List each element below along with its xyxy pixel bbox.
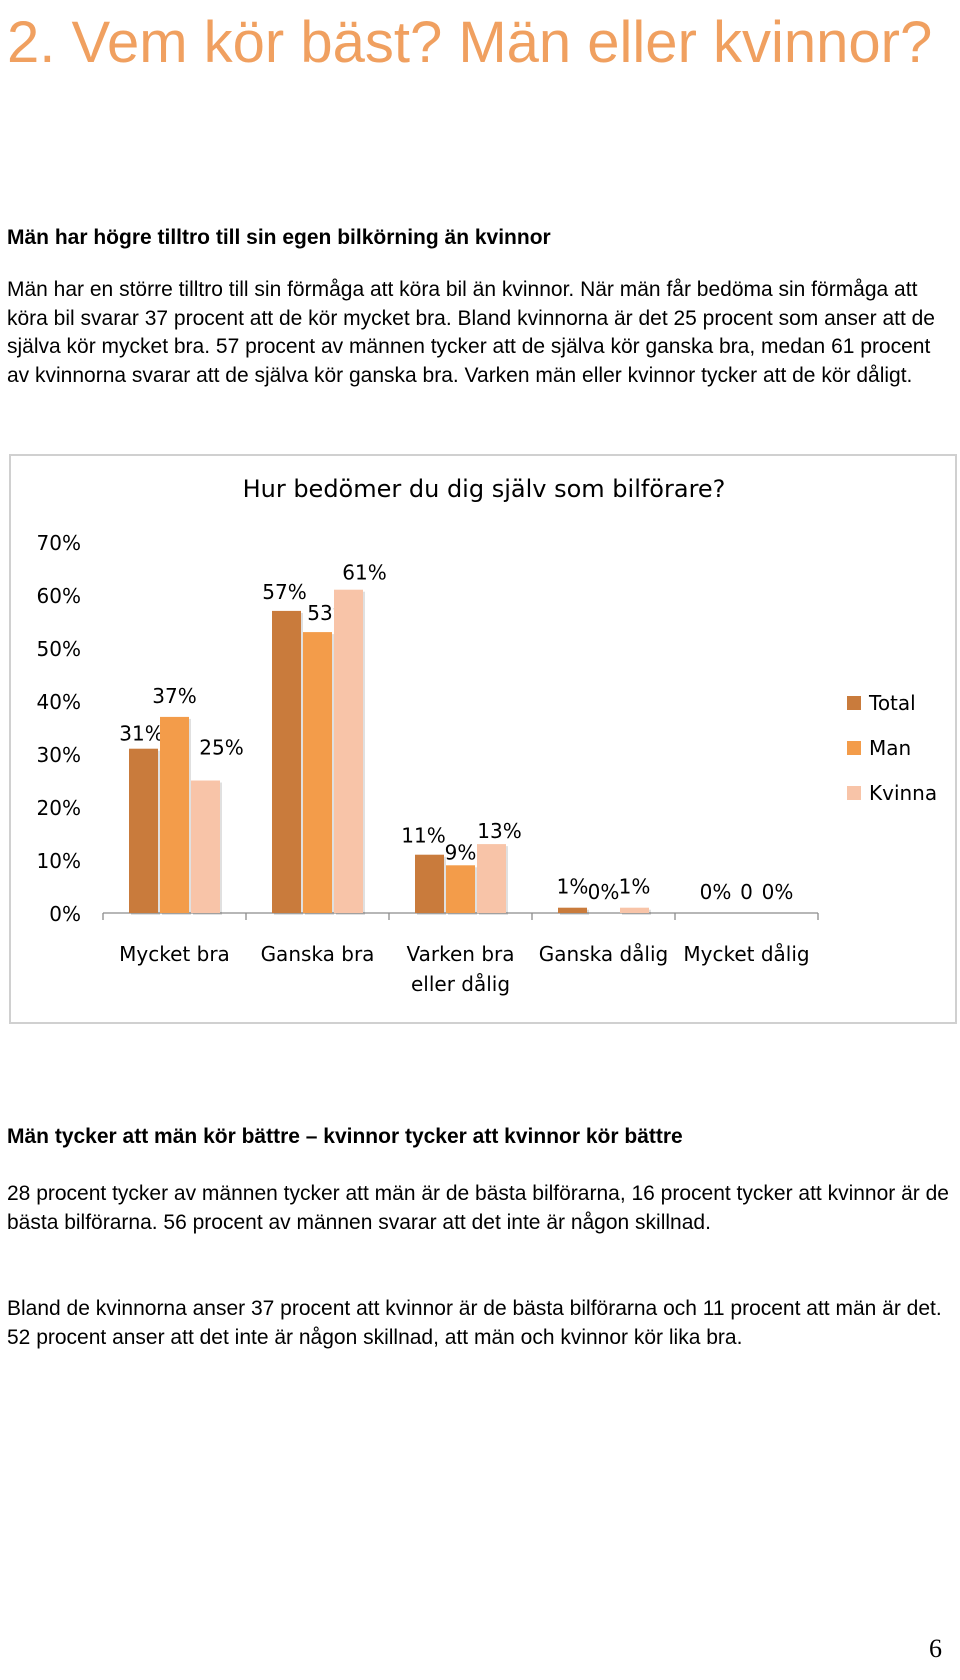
data-label: 13% [477, 819, 521, 843]
x-category-label: Ganska bra [261, 942, 375, 966]
x-category-label: Mycket dålig [683, 942, 809, 966]
legend-label: Kvinna [869, 781, 937, 805]
legend-label: Man [869, 736, 911, 760]
x-category-label: Varken bra eller dålig [407, 942, 515, 996]
x-category-label: Ganska dålig [539, 942, 668, 966]
bar-kvinna [477, 844, 506, 913]
data-label: 1% [619, 875, 651, 899]
section2-paragraph-2: Bland de kvinnorna anser 37 procent att … [7, 1297, 942, 1349]
y-tick-label: 0% [49, 902, 81, 926]
bar-kvinna [191, 780, 220, 913]
bar-kvinna [620, 907, 649, 913]
legend-swatch-total [847, 696, 861, 710]
x-axis: Mycket bra Ganska bra Varken bra eller dåli… [102, 912, 819, 996]
legend-swatch-kvinna [847, 786, 861, 800]
bars: 31%37%25%57%53%61%11%9%13%1% 0% 1% 0% 0 0% [119, 561, 793, 915]
data-label: 9% [445, 840, 477, 864]
legend-label: Total [868, 691, 916, 715]
bar-total [129, 748, 158, 913]
y-tick-label: 30% [37, 743, 81, 767]
bar-chart: Hur bedömer du dig själv som bilförare? … [37, 475, 938, 996]
data-label: 0% [700, 880, 732, 904]
y-tick-label: 70% [37, 531, 81, 555]
data-label: 37% [152, 684, 196, 708]
page-number: 6 [929, 1634, 942, 1663]
chart-container: Hur bedömer du dig själv som bilförare? … [9, 454, 957, 1024]
section1-subheading: Män har högre tilltro till sin egen bilk… [7, 226, 551, 249]
bar-man [160, 716, 189, 913]
data-label: 0% [588, 880, 620, 904]
bar-total [415, 854, 444, 913]
x-category-label: Mycket bra [119, 942, 230, 966]
y-tick-label: 50% [37, 637, 81, 661]
data-label: 31% [119, 722, 163, 746]
data-label: 25% [199, 736, 243, 760]
legend: Total Man Kvinna [847, 691, 937, 805]
y-tick-label: 40% [37, 690, 81, 714]
data-label: 1% [557, 875, 589, 899]
page-heading: 2. Vem kör bäst? Män eller kvinnor? [7, 10, 933, 75]
bar-kvinna [334, 589, 363, 913]
y-tick-label: 10% [37, 849, 81, 873]
bar-man [303, 632, 332, 913]
chart-title: Hur bedömer du dig själv som bilförare? [243, 475, 726, 503]
y-axis: 0% 10% 20% 30% 40% 50% 60% 70% [37, 531, 81, 926]
y-tick-label: 60% [37, 584, 81, 608]
bar-man [446, 865, 475, 913]
y-tick-label: 20% [37, 796, 81, 820]
section1-paragraph: Män har en större tilltro till sin förmå… [7, 278, 935, 387]
legend-swatch-man [847, 741, 861, 755]
data-label: 0 [740, 880, 753, 904]
data-label: 61% [342, 561, 386, 585]
section2-paragraph-1: 28 procent tycker av männen tycker att m… [7, 1182, 949, 1234]
section2-subheading: Män tycker att män kör bättre – kvinnor … [7, 1125, 683, 1148]
data-label: 57% [262, 580, 306, 604]
bar-total [558, 907, 587, 913]
data-label: 0% [762, 880, 794, 904]
data-label: 11% [401, 824, 445, 848]
bar-total [272, 610, 301, 913]
